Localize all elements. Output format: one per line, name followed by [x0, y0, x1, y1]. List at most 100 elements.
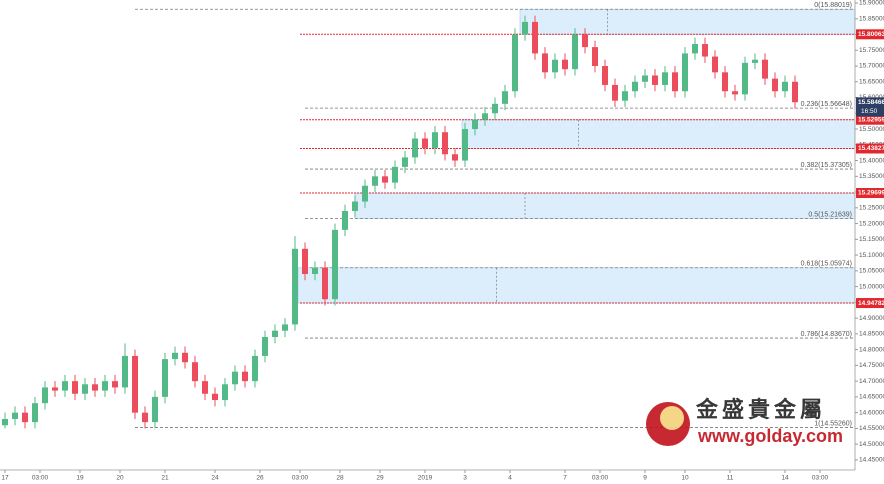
candle-body	[12, 412, 18, 419]
candle-body	[212, 393, 218, 401]
y-tick-label: 15.00000	[859, 283, 884, 290]
y-tick-label: 14.55000	[859, 425, 884, 432]
candle-body	[442, 132, 448, 155]
candle-body	[462, 129, 468, 161]
candle-body	[752, 59, 758, 63]
y-tick-label: 15.05000	[859, 268, 884, 275]
candle-body	[612, 84, 618, 101]
price-tag	[856, 114, 884, 125]
last-price-tag	[856, 97, 884, 117]
x-tick-label: 21	[161, 475, 169, 482]
candle-body	[302, 248, 308, 274]
candle-body	[582, 34, 588, 48]
candle-body	[562, 59, 568, 70]
y-tick-label: 15.35000	[859, 173, 884, 180]
y-tick-label: 14.90000	[859, 315, 884, 322]
x-tick-label: 19	[76, 475, 84, 482]
candle-body	[372, 176, 378, 186]
y-tick-label: 15.70000	[859, 63, 884, 70]
candle-body	[702, 43, 708, 57]
fib-label: 0(15.88019)	[814, 2, 852, 9]
axis-panel	[855, 0, 884, 484]
candle-body	[42, 387, 48, 404]
candle-body	[452, 154, 458, 161]
x-tick-label: 3	[463, 475, 467, 482]
x-tick-label: 28	[336, 475, 344, 482]
x-tick-label: 29	[376, 475, 384, 482]
candle-body	[792, 81, 798, 103]
y-tick-label: 15.15000	[859, 236, 884, 243]
candle-body	[202, 381, 208, 394]
y-tick-label: 14.75000	[859, 362, 884, 369]
y-tick-label: 14.60000	[859, 409, 884, 416]
x-tick-label: 24	[211, 475, 219, 482]
candle-body	[162, 359, 168, 397]
candle-body	[112, 381, 118, 388]
price-tag-label: 14.94782	[858, 300, 884, 307]
candle-body	[142, 412, 148, 423]
candle-body	[692, 43, 698, 54]
candle-body	[732, 91, 738, 95]
y-tick-label: 15.40000	[859, 157, 884, 164]
y-tick-label: 14.80000	[859, 346, 884, 353]
candle-body	[672, 72, 678, 92]
candle-body	[502, 91, 508, 104]
price-tag-label: 15.52959	[858, 116, 884, 123]
x-tick-label: 20	[116, 475, 124, 482]
brand-url: www.golday.com	[697, 426, 843, 446]
candle-body	[342, 210, 348, 230]
candle-body	[402, 157, 408, 167]
brand-name: 金盛貴金屬	[695, 397, 826, 422]
watermark: 金盛貴金屬 www.golday.com	[646, 397, 843, 446]
candle-body	[592, 47, 598, 67]
y-tick-label: 15.20000	[859, 220, 884, 227]
x-tick-label: 4	[508, 475, 512, 482]
y-tick-label: 15.25000	[859, 205, 884, 212]
candle-body	[222, 384, 228, 401]
x-tick-label: 2019	[418, 475, 433, 482]
candle-body	[32, 403, 38, 423]
candle-body	[572, 34, 578, 70]
candle-body	[522, 21, 528, 35]
y-tick-label: 14.45000	[859, 457, 884, 464]
x-tick-label: 10	[681, 475, 689, 482]
zone	[354, 192, 856, 219]
candle-body	[712, 56, 718, 73]
candle-body	[312, 267, 318, 274]
logo-inner	[660, 406, 684, 430]
candle-body	[512, 34, 518, 92]
candle-body	[322, 267, 328, 300]
candle-body	[52, 387, 58, 391]
candle-body	[782, 81, 788, 92]
x-tick-label: 03:00	[812, 475, 829, 482]
candle-body	[632, 81, 638, 92]
x-tick-label: 03:00	[292, 475, 309, 482]
y-tick-label: 15.50000	[859, 126, 884, 133]
candle-body	[382, 176, 388, 183]
price-tag	[856, 29, 884, 40]
fib-label: 0.382(15.37305)	[801, 162, 852, 169]
x-tick-label: 11	[727, 475, 734, 482]
candle-body	[662, 72, 668, 85]
x-tick-label: 9	[643, 475, 647, 482]
price-tag	[856, 143, 884, 154]
zone	[297, 267, 856, 304]
candle-body	[682, 53, 688, 92]
y-tick-label: 14.70000	[859, 378, 884, 385]
x-tick-label: 26	[256, 475, 264, 482]
fib-label: 0.5(15.21639)	[808, 211, 852, 218]
candle-body	[242, 371, 248, 382]
candle-body	[532, 21, 538, 54]
candle-body	[152, 396, 158, 423]
candle-body	[172, 352, 178, 360]
candle-body	[552, 59, 558, 73]
candle-body	[232, 371, 238, 385]
candle-body	[2, 418, 8, 426]
candle-body	[642, 75, 648, 82]
candle-body	[72, 381, 78, 394]
zone	[519, 8, 856, 35]
price-tag	[856, 298, 884, 309]
candle-body	[652, 75, 658, 85]
x-tick-label: 14	[781, 475, 789, 482]
